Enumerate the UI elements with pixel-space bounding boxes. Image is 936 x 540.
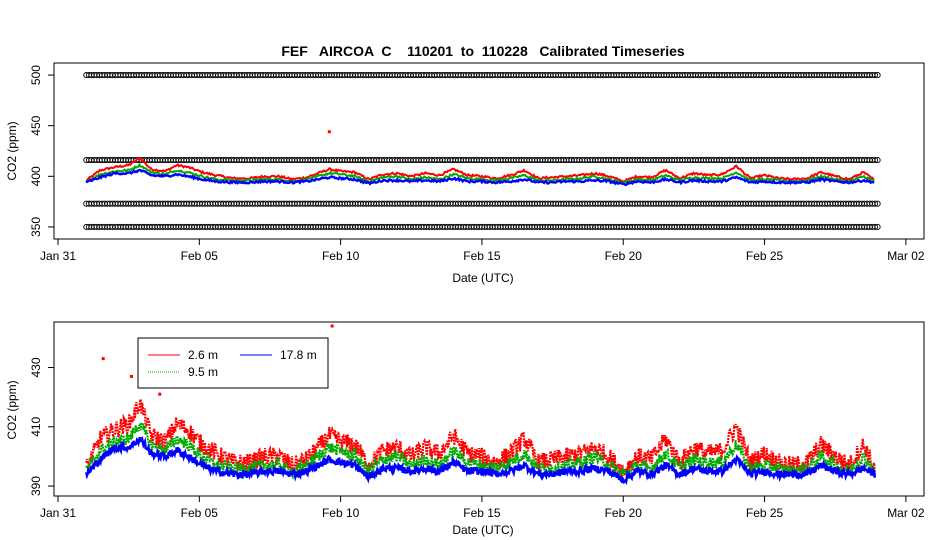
bottom-panel: Jan 31 Feb 05 Feb 10 Feb 15 Feb 20 Feb 25 Mar … (5, 321, 925, 537)
calibration-point (871, 157, 879, 164)
x-tick-label: Feb 15 (463, 249, 501, 263)
y-tick-label: 430 (29, 357, 43, 377)
x-tick-label: Feb 25 (746, 506, 784, 520)
bottom-series-2-6-m (85, 398, 876, 479)
outlier-point (158, 392, 162, 396)
calibration-point (871, 200, 879, 207)
calibration-point (874, 72, 881, 79)
outlier-point (101, 357, 105, 361)
legend-label-17-8m: 17.8 m (280, 348, 317, 362)
x-tick-label: Feb 05 (181, 249, 219, 263)
x-tick-label: Feb 10 (322, 506, 360, 520)
y-tick-label: 390 (29, 476, 43, 496)
y-tick-label: 410 (29, 416, 43, 436)
y-tick-label: 450 (29, 115, 43, 135)
x-tick-label: Feb 05 (181, 506, 219, 520)
calibration-point (871, 72, 879, 79)
outlier-point (330, 324, 334, 328)
bottom-panel-axes: Jan 31 Feb 05 Feb 10 Feb 15 Feb 20 Feb 25 Mar … (29, 357, 925, 520)
legend-box (137, 337, 329, 389)
bottom-series-17-8-m (85, 435, 877, 486)
x-tick-label: Jan 31 (40, 506, 76, 520)
x-tick-label: Mar 02 (887, 249, 925, 263)
top-panel-xlabel: Date (UTC) (452, 271, 513, 285)
top-panel-ylabel: CO2 (ppm) (5, 121, 19, 180)
outlier-point (129, 374, 133, 378)
x-tick-label: Feb 10 (322, 249, 360, 263)
top-panel-axes: Jan 31 Feb 05 Feb 10 Feb 15 Feb 20 Feb 25 Mar … (29, 65, 925, 263)
top-series-9-5-m (85, 162, 875, 185)
top-panel-frame (53, 62, 925, 240)
legend: 2.6 m 17.8 m 9.5 m (137, 337, 329, 389)
legend-label-2-6m: 2.6 m (188, 348, 218, 362)
y-tick-label: 400 (29, 166, 43, 186)
top-series-2-6-m (86, 157, 875, 184)
x-tick-label: Feb 20 (605, 506, 643, 520)
chart-title: FEF AIRCOA C 110201 to 110228 Calibrated… (281, 43, 685, 59)
outlier-point (327, 130, 331, 134)
x-tick-label: Feb 20 (605, 249, 643, 263)
calibration-point (874, 223, 881, 230)
top-panel: Jan 31 Feb 05 Feb 10 Feb 15 Feb 20 Feb 25 Mar … (5, 62, 925, 285)
legend-label-9-5m: 9.5 m (188, 365, 218, 379)
x-tick-label: Mar 02 (887, 506, 925, 520)
top-panel-marks (83, 72, 881, 230)
x-tick-label: Jan 31 (40, 249, 76, 263)
y-tick-label: 500 (29, 65, 43, 85)
calibration-point (874, 200, 881, 207)
bottom-panel-xlabel: Date (UTC) (452, 523, 513, 537)
calibration-point (874, 157, 881, 164)
y-tick-label: 350 (29, 217, 43, 237)
bottom-panel-ylabel: CO2 (ppm) (5, 380, 19, 439)
bottom-panel-frame (53, 321, 925, 497)
top-series-17-8-m (85, 168, 875, 187)
x-tick-label: Feb 15 (463, 506, 501, 520)
bottom-panel-marks (85, 324, 877, 486)
x-tick-label: Feb 25 (746, 249, 784, 263)
calibration-point (871, 223, 879, 230)
